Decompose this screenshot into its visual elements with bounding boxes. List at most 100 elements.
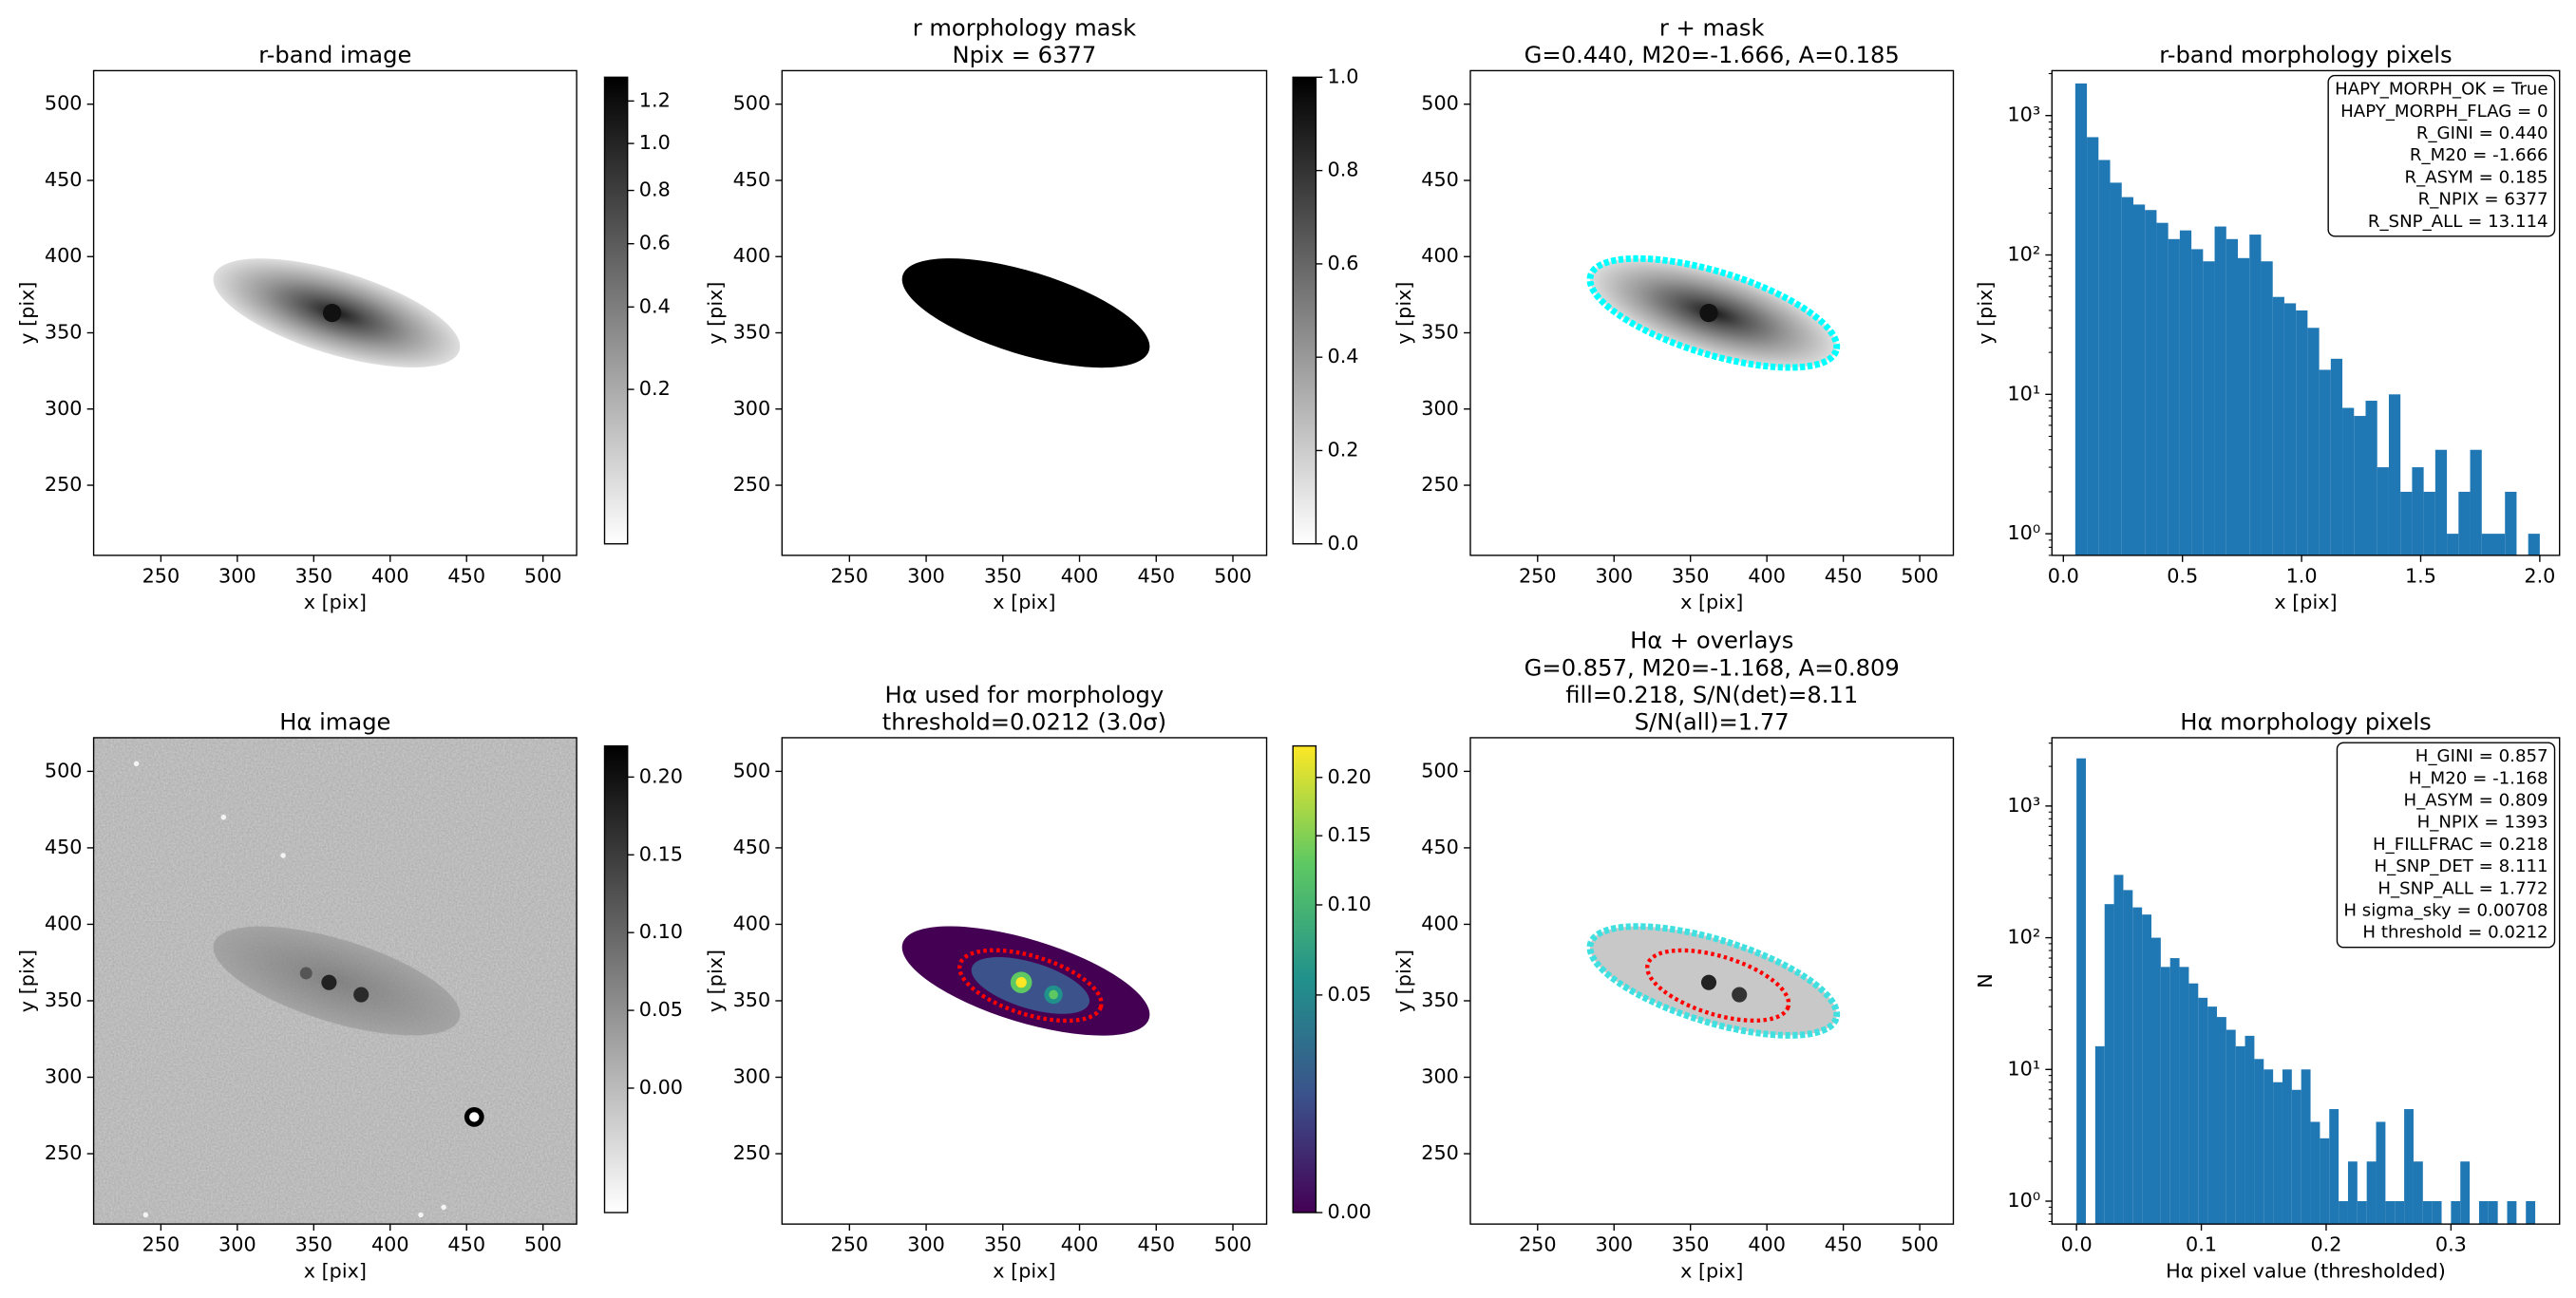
annotation-line: H_NPIX = 1393	[2417, 813, 2548, 833]
y-tick-label: 10⁰	[2007, 521, 2040, 544]
annotation-line: H_SNP_DET = 8.111	[2374, 856, 2548, 876]
x-axis-label: x [pix]	[1680, 1259, 1743, 1282]
point-source	[441, 1204, 446, 1211]
histogram-bar	[2156, 222, 2169, 555]
y-tick-label: 450	[45, 168, 83, 191]
colorbar-tick-label: 0.20	[639, 764, 683, 787]
y-tick-label: 400	[733, 244, 771, 267]
histogram-bar	[2366, 1161, 2377, 1225]
histogram-bar	[2203, 261, 2215, 555]
galaxy-knot	[353, 987, 369, 1003]
colorbar-tick-label: 0.15	[639, 842, 683, 865]
y-tick-label: 350	[45, 988, 83, 1011]
y-axis-label: y [pix]	[1392, 950, 1415, 1012]
annotation-line: HAPY_MORPH_FLAG = 0	[2340, 102, 2548, 122]
x-tick-label: 0.5	[2167, 564, 2198, 587]
axes-frame	[92, 69, 578, 556]
histogram-bar	[2434, 449, 2448, 555]
x-tick-label: 300	[218, 564, 256, 587]
colorbar	[1292, 76, 1317, 545]
x-tick-label: 450	[1825, 1233, 1863, 1256]
y-tick-label: 500	[1421, 759, 1459, 781]
histogram-bar	[2104, 904, 2114, 1225]
x-tick-label: 1.0	[2286, 564, 2318, 587]
colorbar-tick-label: 0.4	[639, 294, 671, 317]
histogram-bar	[2347, 1161, 2358, 1225]
x-tick-label: 500	[1901, 1233, 1939, 1256]
x-tick-label: 250	[142, 1233, 180, 1256]
histogram-bar	[2354, 416, 2366, 555]
point-source	[142, 1212, 149, 1218]
histogram-bar	[2423, 491, 2435, 555]
histogram-bar	[2094, 1045, 2105, 1225]
y-tick-label: 250	[45, 473, 83, 496]
x-axis-label: x [pix]	[1680, 591, 1743, 613]
image	[1586, 254, 1841, 371]
annotation-line: H_M20 = -1.168	[2409, 768, 2548, 788]
histogram-bar	[2272, 296, 2284, 555]
galaxy-knot	[1049, 989, 1058, 1000]
colorbar-tick-label: 0.4	[1328, 345, 1359, 367]
histogram-bar	[2526, 1201, 2536, 1225]
colorbar-tick-label: 0.05	[639, 998, 683, 1021]
axes-frame	[2051, 69, 2561, 556]
annotation-line: R_GINI = 0.440	[2416, 123, 2548, 143]
y-tick-label: 250	[1421, 473, 1459, 496]
panel-title: fill=0.218, S/N(det)=8.11	[1565, 682, 1858, 708]
y-tick-label: 400	[1421, 244, 1459, 267]
y-tick-label: 500	[45, 759, 83, 781]
histogram-bar	[2282, 1069, 2292, 1225]
galaxy	[901, 258, 1150, 368]
histogram-bar	[2098, 160, 2111, 555]
axes-frame	[1469, 69, 1955, 556]
histogram-bar	[2451, 1201, 2461, 1225]
histogram-bar	[2400, 491, 2413, 555]
colorbar	[1292, 744, 1317, 1213]
x-tick-label: 0.3	[2435, 1233, 2467, 1256]
histogram-bar	[2263, 1069, 2274, 1225]
y-tick-label: 450	[733, 836, 771, 858]
y-tick-label: 450	[1421, 168, 1459, 191]
histogram-bar	[2226, 1029, 2236, 1225]
histogram-bar	[2273, 1082, 2282, 1225]
histogram-bar	[2342, 407, 2355, 555]
annotation-line: H_GINI = 0.857	[2415, 746, 2548, 766]
histogram-bar	[2377, 467, 2389, 555]
histogram-bar	[2404, 1109, 2414, 1225]
galaxy	[213, 926, 461, 1036]
y-tick-label: 500	[45, 92, 83, 115]
histogram-bar	[2307, 328, 2320, 555]
histogram-bar	[2319, 369, 2331, 555]
y-tick-label: 500	[733, 92, 771, 115]
histogram-bar	[2245, 1035, 2255, 1225]
x-tick-label: 1.5	[2405, 564, 2436, 587]
x-axis-label: Hα pixel value (thresholded)	[2166, 1259, 2446, 1282]
x-tick-label: 400	[1748, 564, 1786, 587]
colorbar-tick-label: 0.8	[639, 179, 671, 201]
histogram-bar	[2470, 449, 2482, 555]
x-tick-label: 350	[295, 1233, 333, 1256]
histogram-bar	[2261, 261, 2273, 555]
colorbar-tick-label: 1.0	[639, 131, 671, 154]
histogram-bar	[2365, 401, 2377, 555]
x-tick-label: 0.2	[2310, 1233, 2341, 1256]
y-tick-label: 350	[45, 321, 83, 344]
x-tick-label: 400	[371, 1233, 409, 1256]
colorbar-tick-label: 0.20	[1328, 765, 1372, 788]
histogram-bar	[2087, 137, 2099, 555]
galaxy-knot	[1015, 976, 1027, 988]
histogram-bar	[2528, 534, 2540, 555]
x-tick-label: 250	[831, 1233, 869, 1256]
point-source-core	[469, 1112, 480, 1122]
histogram-bar	[2132, 204, 2146, 555]
y-tick-label: 250	[45, 1141, 83, 1164]
y-tick-label: 10¹	[2007, 1057, 2040, 1080]
annotation-line: R_NPIX = 6377	[2418, 190, 2548, 210]
y-tick-label: 400	[45, 912, 83, 934]
x-tick-label: 0.0	[2061, 1233, 2093, 1256]
x-tick-label: 250	[831, 564, 869, 587]
histogram-bar	[2388, 394, 2401, 555]
point-source	[220, 814, 227, 820]
histogram-bar	[2214, 226, 2226, 555]
